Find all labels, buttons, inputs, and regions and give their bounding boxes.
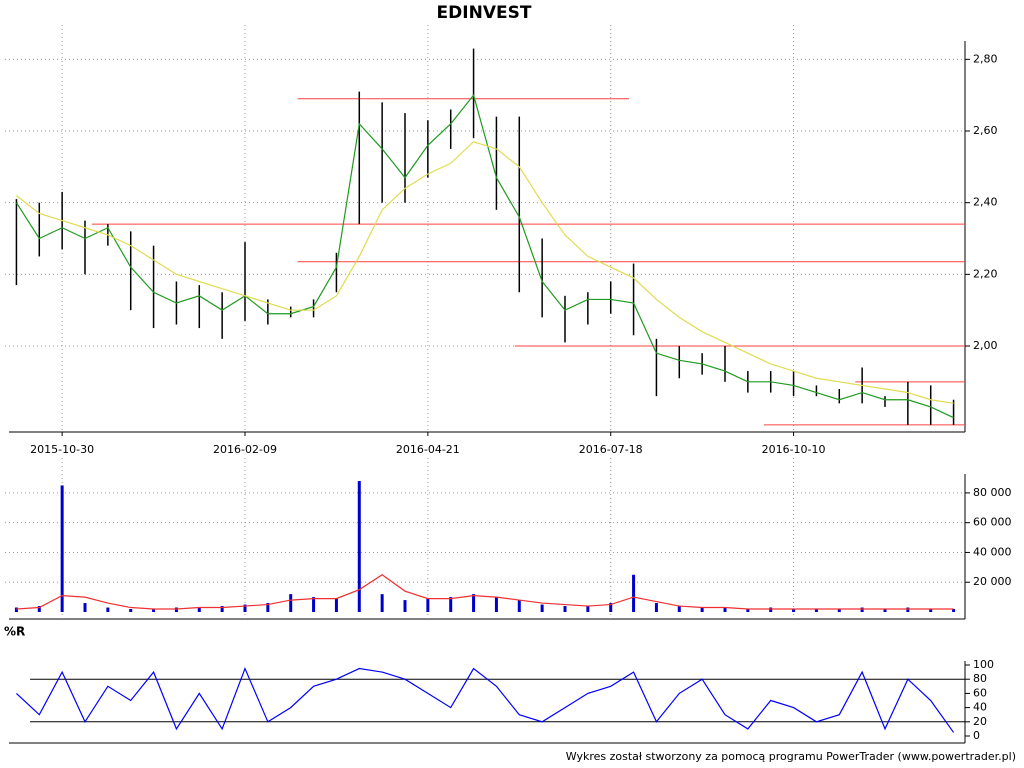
volume-bar xyxy=(472,594,476,612)
y-tick-label: 20 000 xyxy=(973,575,1012,588)
volume-bar xyxy=(769,607,773,612)
volume-bar xyxy=(906,607,910,612)
volume-bar xyxy=(14,607,18,612)
volume-bar xyxy=(654,603,658,612)
series-line xyxy=(16,574,954,610)
y-tick-label: 40 xyxy=(973,701,987,714)
y-tick-label: 80 xyxy=(973,672,987,685)
volume-bar xyxy=(83,603,87,612)
volume-bar xyxy=(746,609,750,612)
volume-bar xyxy=(106,607,110,612)
volume-bar xyxy=(357,480,361,612)
y-tick-label: 80 000 xyxy=(973,486,1012,499)
volume-bar xyxy=(266,603,270,612)
volume-bar xyxy=(312,597,316,612)
volume-bar xyxy=(197,607,201,612)
series-line xyxy=(15,93,954,419)
volume-bar xyxy=(883,609,887,612)
volume-bar xyxy=(563,606,567,612)
y-tick-label: 2,60 xyxy=(973,124,998,137)
series-line xyxy=(16,666,955,733)
x-tick-label: 2016-04-21 xyxy=(396,443,460,456)
volume-bar xyxy=(129,609,133,612)
y-tick-label: 2,40 xyxy=(973,196,998,209)
volume-bar xyxy=(380,594,384,612)
volume-bar xyxy=(792,609,796,612)
y-tick-label: 0 xyxy=(973,729,980,742)
volume-bar xyxy=(37,606,41,612)
y-tick-label: 2,00 xyxy=(973,339,998,352)
volume-bar xyxy=(837,609,841,612)
x-tick-label: 2016-02-09 xyxy=(213,443,277,456)
volume-bar xyxy=(449,597,453,612)
volume-bar xyxy=(152,609,156,612)
volume-bar xyxy=(929,609,933,612)
volume-bar xyxy=(60,485,64,612)
volume-bar xyxy=(700,607,704,612)
volume-bar xyxy=(540,604,544,612)
volume-bar xyxy=(814,609,818,612)
series-line xyxy=(16,141,954,404)
volume-bar xyxy=(952,609,956,612)
volume-bar xyxy=(174,607,178,612)
volume-bar xyxy=(723,607,727,612)
y-tick-label: 2,20 xyxy=(973,267,998,280)
volume-bar xyxy=(860,607,864,612)
y-tick-label: 60 000 xyxy=(973,516,1012,529)
volume-bar xyxy=(632,574,636,612)
x-tick-label: 2015-10-30 xyxy=(30,443,94,456)
y-tick-label: 60 xyxy=(973,686,987,699)
y-tick-label: 100 xyxy=(973,658,994,671)
volume-bar xyxy=(243,604,247,612)
panel-title: %R xyxy=(4,625,25,639)
volume-bar xyxy=(586,606,590,612)
x-tick-label: 2016-10-10 xyxy=(762,443,826,456)
volume-bar xyxy=(426,598,430,612)
volume-bar xyxy=(609,603,613,612)
volume-bar xyxy=(220,606,224,612)
volume-bar xyxy=(403,600,407,612)
x-tick-label: 2016-07-18 xyxy=(579,443,643,456)
volume-bar xyxy=(334,598,338,612)
y-tick-label: 40 000 xyxy=(973,545,1012,558)
volume-bar xyxy=(494,597,498,612)
y-tick-label: 2,80 xyxy=(973,52,998,65)
volume-bar xyxy=(677,606,681,612)
volume-bar xyxy=(517,600,521,612)
footer: Wykres został stworzony za pomocą progra… xyxy=(566,750,1016,763)
volume-bar xyxy=(289,594,293,612)
chart-title: EDINVEST xyxy=(437,3,532,23)
y-tick-label: 20 xyxy=(973,715,987,728)
